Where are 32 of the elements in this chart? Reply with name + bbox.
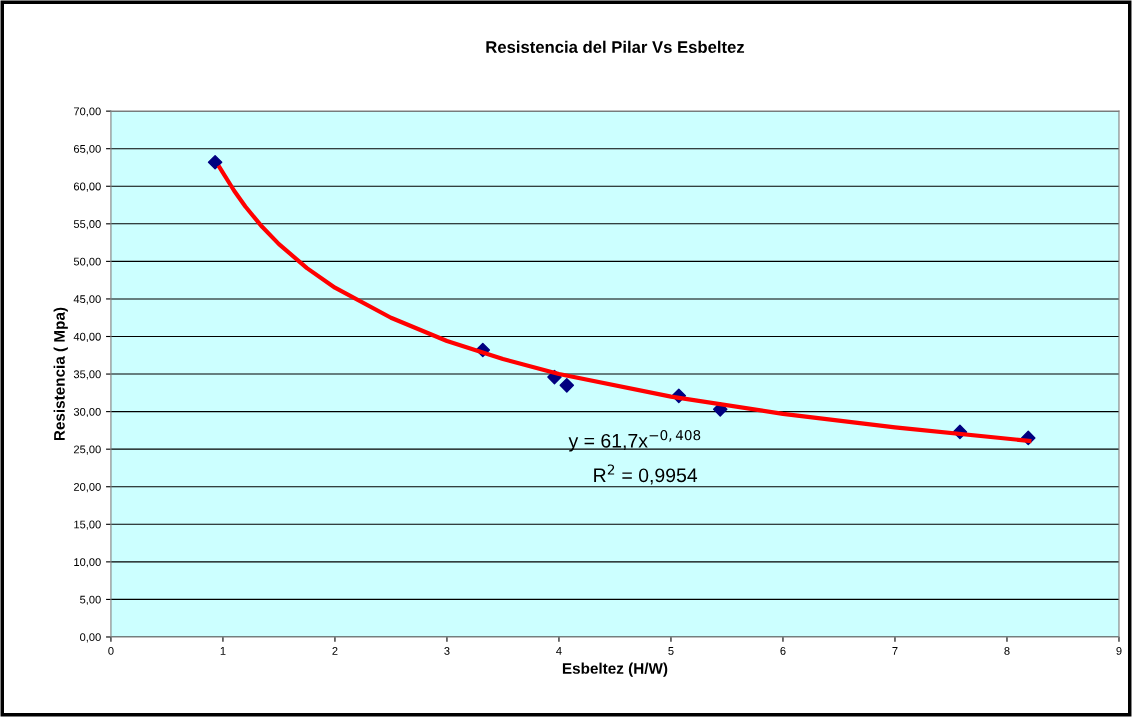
y-tick-label: 30,00: [73, 407, 101, 418]
x-tick-label: 4: [556, 647, 562, 655]
x-tick-label: 2: [332, 647, 338, 655]
x-tick-label: 0: [108, 647, 114, 655]
x-tick-label: 9: [1116, 647, 1122, 655]
point: [559, 378, 575, 393]
y-tick-label: 45,00: [73, 295, 101, 305]
y-tick-label: 20,00: [73, 483, 101, 493]
x-tick-label: 7: [892, 647, 898, 655]
y-tick-label: 65,00: [73, 144, 101, 155]
x-tick-label: 8: [1004, 647, 1010, 655]
x-tick-label: 5: [668, 647, 674, 655]
y-tick-label: 10,00: [74, 558, 101, 568]
y-tick-label: 25,00: [73, 445, 101, 455]
point: [207, 154, 223, 170]
y-tick-label: 35,00: [73, 370, 101, 380]
y-tick-label: 15,00: [74, 520, 101, 530]
x-axis-title: Esbeltez (H/W): [562, 662, 668, 677]
x-tick-label: 3: [444, 647, 450, 655]
y-tick-label: 5,00: [80, 595, 101, 605]
y-tick-label: 40,00: [73, 332, 101, 342]
annotation: R$^{2}$ = 0,9954: [594, 464, 698, 485]
x-tick-label: 1: [220, 647, 226, 655]
y-tick-label: 50,00: [73, 257, 101, 267]
y-tick-label: 60,00: [73, 182, 101, 192]
x-tick-label: 6: [780, 647, 786, 655]
y-axis-title: Resistencia ( Mpa): [53, 307, 68, 441]
y-tick-label: 70,00: [73, 107, 101, 117]
chart-title: Resistencia del Pilar Vs Esbeltez: [486, 40, 745, 53]
annotation: y = 61,7x$^{−0,408}$: [568, 429, 701, 452]
y-tick-label: 0,00: [80, 633, 101, 643]
y-tick-label: 55,00: [73, 220, 101, 230]
